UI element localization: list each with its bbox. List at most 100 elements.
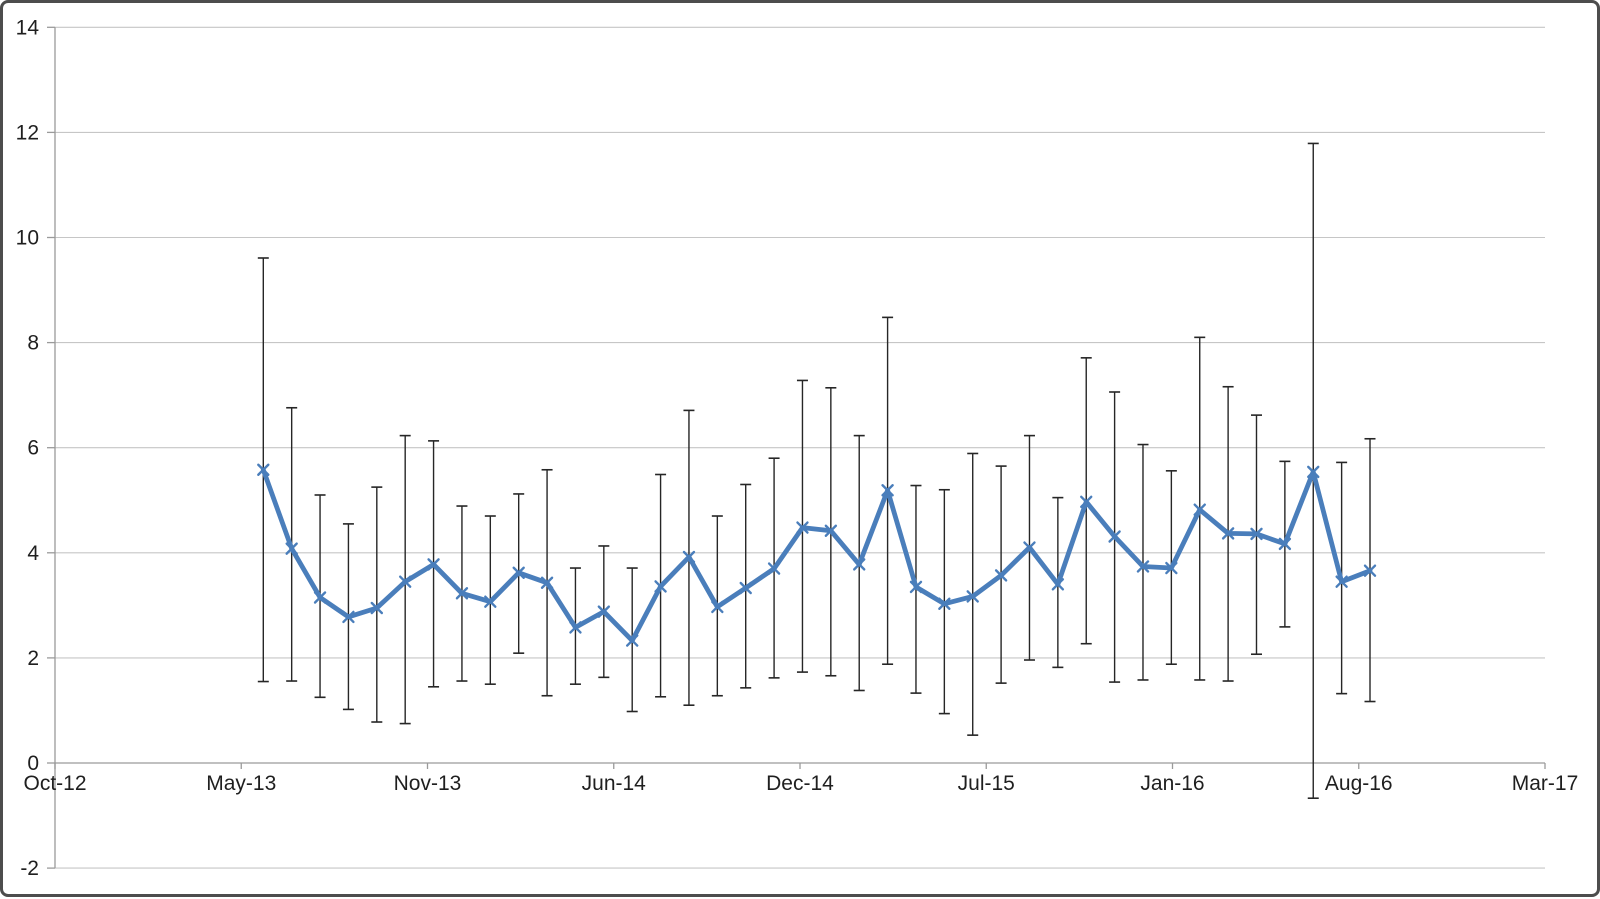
x-marker: [938, 597, 951, 610]
x-marker-stroke: [257, 463, 270, 476]
x-marker-stroke: [711, 600, 724, 614]
x-marker: [1307, 465, 1320, 479]
x-marker-stroke: [1165, 561, 1178, 575]
x-marker: [881, 484, 894, 497]
x-marker-stroke: [1221, 527, 1235, 540]
x-marker: [739, 581, 752, 595]
x-marker: [1221, 527, 1235, 540]
x-marker: [1363, 564, 1377, 577]
x-marker-stroke: [853, 558, 866, 571]
y-tick-label: 14: [16, 16, 40, 39]
y-tick-label: 10: [16, 227, 39, 250]
x-marker-stroke: [1080, 495, 1093, 509]
x-marker-stroke: [455, 587, 469, 600]
x-marker: [427, 558, 440, 571]
x-marker: [569, 621, 582, 634]
x-marker-stroke: [767, 562, 781, 575]
x-marker-stroke: [1136, 560, 1150, 573]
x-marker: [767, 562, 781, 575]
x-tick-label: Jun-14: [582, 772, 647, 795]
x-marker: [1278, 537, 1292, 551]
x-marker: [909, 580, 923, 594]
error-bar: [1137, 443, 1149, 681]
x-tick-label: Dec-14: [766, 772, 834, 795]
x-tick-label: May-13: [206, 772, 276, 795]
y-axis: [47, 26, 56, 869]
error-bar: [371, 486, 383, 723]
x-tick-label: Aug-16: [1325, 772, 1393, 795]
x-marker: [370, 601, 384, 615]
x-marker-stroke: [938, 597, 951, 610]
x-marker-stroke: [1250, 527, 1263, 541]
x-marker: [711, 600, 724, 614]
y-tick-label: -2: [20, 857, 39, 880]
x-tick-labels: Oct-12 May-13 Nov-13 Jun-14 Dec-14 Jul-15 Jan-…: [23, 772, 1578, 795]
x-marker: [994, 569, 1008, 582]
x-marker: [1335, 575, 1348, 588]
x-marker: [1051, 578, 1065, 591]
x-marker: [342, 610, 355, 624]
x-marker: [1136, 560, 1150, 573]
x-marker: [257, 463, 270, 476]
x-marker-stroke: [626, 634, 639, 647]
y-tick-label: 12: [16, 121, 39, 144]
x-marker: [484, 595, 497, 608]
x-marker-stroke: [881, 484, 894, 497]
x-marker-stroke: [824, 524, 838, 537]
x-marker: [313, 591, 327, 604]
y-tick-label: 0: [27, 752, 39, 775]
x-marker: [682, 550, 696, 564]
x-marker-stroke: [540, 576, 554, 589]
x-marker-stroke: [682, 550, 696, 564]
x-marker: [1023, 541, 1036, 554]
x-marker-stroke: [512, 566, 525, 579]
series-line: [260, 467, 1373, 643]
y-tick-label: 8: [27, 332, 39, 355]
x-marker: [966, 590, 979, 603]
x-marker-stroke: [1051, 578, 1065, 591]
x-tick-label: Jul-15: [958, 772, 1015, 795]
x-marker-stroke: [654, 580, 667, 593]
x-tick-label: Jan-16: [1140, 772, 1204, 795]
x-marker-stroke: [1023, 541, 1036, 554]
x-marker: [597, 605, 611, 618]
x-marker-stroke: [569, 621, 582, 634]
chart-canvas: -2 0 2 4 6 8 10 12 14 Oct-12 May-13 Nov-13 Jun-14 Dec…: [16, 16, 1579, 880]
y-tick-label: 4: [27, 542, 39, 565]
x-marker-stroke: [1363, 564, 1377, 577]
gridlines: [55, 26, 1545, 869]
x-marker-stroke: [1108, 530, 1121, 543]
x-marker: [654, 580, 667, 593]
x-marker-stroke: [484, 595, 497, 608]
x-marker: [1250, 527, 1263, 541]
x-axis: [54, 762, 1546, 769]
x-tick-label: Mar-17: [1512, 772, 1579, 795]
x-marker: [285, 542, 298, 555]
x-marker-stroke: [739, 581, 752, 595]
x-marker: [398, 575, 412, 588]
x-marker-stroke: [994, 569, 1008, 582]
x-marker-stroke: [597, 605, 611, 618]
x-marker-stroke: [342, 610, 355, 624]
x-marker-stroke: [285, 542, 298, 555]
y-tick-label: 6: [27, 437, 39, 460]
x-marker: [1193, 503, 1206, 516]
x-marker-stroke: [313, 591, 327, 604]
x-marker-stroke: [427, 558, 440, 571]
x-marker: [512, 566, 525, 579]
x-marker-stroke: [966, 590, 979, 603]
x-marker: [1080, 495, 1093, 509]
x-marker: [455, 587, 469, 600]
y-tick-label: 2: [27, 647, 39, 670]
x-marker-stroke: [370, 601, 384, 615]
x-marker: [1108, 530, 1121, 543]
x-marker-stroke: [1193, 503, 1206, 516]
x-marker-stroke: [909, 580, 923, 594]
x-marker-stroke: [796, 521, 809, 534]
x-marker: [853, 558, 866, 571]
x-marker: [1165, 561, 1178, 575]
x-marker: [626, 634, 639, 647]
error-bars: [257, 142, 1376, 800]
x-marker: [540, 576, 554, 589]
